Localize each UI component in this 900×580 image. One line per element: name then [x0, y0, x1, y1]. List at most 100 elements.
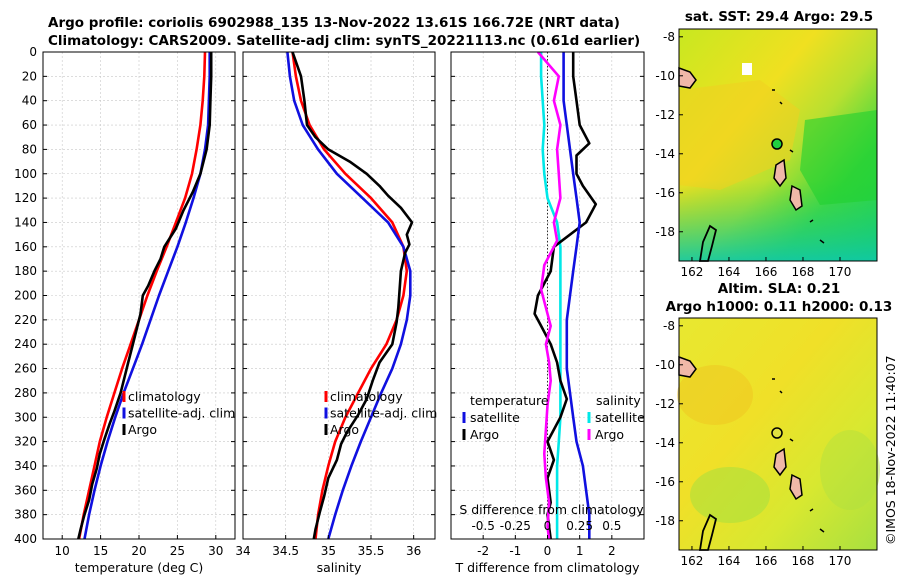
sla-coast-island-chain-south: [789, 473, 803, 501]
sst-map-title: sat. SST: 29.4 Argo: 29.5: [685, 9, 873, 25]
salinity-xtick-label: 36: [406, 544, 421, 558]
salinity-legend-label: Argo: [330, 422, 359, 437]
difference-panel: -2 -1 0 1 2 T difference from climatology S di…: [450, 51, 645, 575]
sdiff-legend-label: satellite: [595, 410, 645, 425]
sst-lat-label: -12: [655, 108, 675, 122]
depth-tick-label: 240: [14, 337, 37, 351]
depth-tick-label: 180: [14, 264, 37, 278]
temperature-xtick-label: 15: [93, 544, 108, 558]
differences-series-temperature-argo: [533, 52, 598, 539]
depth-tick-label: 400: [14, 532, 37, 546]
salinity-legend-label: climatology: [330, 389, 403, 404]
tdiff-legend-title: temperature: [470, 393, 549, 408]
salinity-xtick-label: 35.5: [358, 544, 385, 558]
salinity-xtick-label: 34: [235, 544, 250, 558]
sst-map-frame: [678, 28, 878, 262]
differences-series-group: [533, 52, 598, 539]
sst-lat-label: -8: [663, 30, 675, 44]
sst-coast-island-chain: [773, 158, 787, 188]
sst-lon-label: 162: [681, 265, 704, 279]
sdiff-tick-label: -0.25: [500, 519, 531, 533]
temperature-xtick-label: 20: [131, 544, 146, 558]
salinity-legend-label: satellite-adj. clim: [330, 406, 437, 421]
temperature-series-group: [77, 52, 213, 539]
salinity-panel: 34 34.5 35 35.5 36 salinity climatology satelli…: [235, 51, 437, 575]
sla-map: Altim. SLA: 0.21 Argo h1000: 0.11 h2000:…: [655, 281, 892, 568]
sst-coast-island-small: [771, 138, 783, 150]
sst-green-patch: [800, 110, 877, 205]
differences-xtick-label: 2: [608, 544, 616, 558]
temperature-legend-label: Argo: [128, 422, 157, 437]
sla-map-frame: [678, 317, 878, 551]
sst-lat-label: -10: [655, 69, 675, 83]
temperature-legend-label: satellite-adj. clim: [128, 406, 235, 421]
sla-lat-label: -12: [655, 397, 675, 411]
depth-tick-label: 200: [14, 289, 37, 303]
sst-map: sat. SST: 29.4 Argo: 29.5 162 164 166 168 17…: [655, 9, 878, 279]
differences-xtick-label: 1: [576, 544, 584, 558]
sst-lat-label: -18: [655, 225, 675, 239]
sdiff-legend-label: Argo: [595, 427, 624, 442]
sdiff-tick-label: 0.25: [566, 519, 593, 533]
sdiff-tick-label: 0.5: [602, 519, 621, 533]
depth-tick-label: 360: [14, 483, 37, 497]
salinity-xlabel: salinity: [317, 560, 362, 575]
sst-lat-label: -16: [655, 186, 675, 200]
salinity-series-argo: [291, 52, 414, 539]
differences-xtick-label: -2: [477, 544, 489, 558]
depth-tick-label: 40: [22, 94, 37, 108]
depth-tick-label: 380: [14, 508, 37, 522]
sla-map-title: Altim. SLA: 0.21: [718, 281, 840, 297]
sla-lon-label: 166: [755, 554, 778, 568]
salinity-xtick-label: 35: [321, 544, 336, 558]
sla-lat-label: -18: [655, 514, 675, 528]
sdiff-tick-label: -0.5: [471, 519, 494, 533]
depth-tick-label: 220: [14, 313, 37, 327]
sst-coast-island-chain-south: [789, 184, 803, 212]
sst-lon-label: 168: [792, 265, 815, 279]
sst-warm-patch: [679, 80, 800, 190]
depth-tick-label: 300: [14, 410, 37, 424]
depth-tick-label: 140: [14, 215, 37, 229]
salinity-series-satellite-adj-clim: [286, 52, 412, 539]
depth-tick-label: 260: [14, 362, 37, 376]
title-line1: Argo profile: coriolis 6902988_135 13-No…: [48, 15, 620, 31]
sst-coast-dots: [772, 89, 825, 244]
temperature-panel: 0 20 40 60 80 100 120 140 160 180 200 220 240 260 280 3…: [14, 45, 236, 575]
depth-tick-label: 60: [22, 118, 37, 132]
depth-tick-label: 20: [22, 69, 37, 83]
temperature-series-argo: [77, 52, 213, 539]
sla-coast-island-small: [771, 427, 783, 439]
temperature-xlabel: temperature (deg C): [75, 560, 204, 575]
sla-orange-patch: [677, 365, 753, 425]
sla-lon-label: 164: [718, 554, 741, 568]
sla-lat-label: -10: [655, 358, 675, 372]
depth-tick-label: 160: [14, 240, 37, 254]
temperature-series-satellite-adj-clim: [83, 52, 211, 539]
differences-xlabel: T difference from climatology: [454, 560, 640, 575]
sst-lon-label: 170: [829, 265, 852, 279]
salinity-series-climatology: [291, 52, 409, 539]
credit-text: ©IMOS 18-Nov-2022 11:40:07: [883, 355, 898, 545]
sla-lat-label: -14: [655, 436, 675, 450]
sla-map-ticks: 162 164 166 168 170 -8 -10 -12 -14 -16 -18: [655, 319, 851, 568]
sla-lon-label: 170: [829, 554, 852, 568]
temperature-legend-label: climatology: [128, 389, 201, 404]
sla-lat-label: -8: [663, 319, 675, 333]
title-line2: Climatology: CARS2009. Satellite-adj cli…: [48, 33, 640, 49]
sst-lon-label: 164: [718, 265, 741, 279]
sla-map-title2: Argo h1000: 0.11 h2000: 0.13: [666, 299, 893, 315]
sla-coast-island-chain: [773, 447, 787, 477]
sla-coast-dots: [772, 378, 825, 533]
depth-tick-label: 80: [22, 142, 37, 156]
depth-tick-label: 280: [14, 386, 37, 400]
tdiff-legend-label: satellite: [470, 410, 520, 425]
sla-lon-label: 162: [681, 554, 704, 568]
sdiff-axis-label: S difference from climatology: [459, 502, 644, 517]
differences-xtick-label: 0: [544, 544, 552, 558]
depth-tick-label: 100: [14, 167, 37, 181]
sdiff-tick-label: 0: [544, 519, 552, 533]
sst-lon-label: 166: [755, 265, 778, 279]
sst-lat-label: -14: [655, 147, 675, 161]
